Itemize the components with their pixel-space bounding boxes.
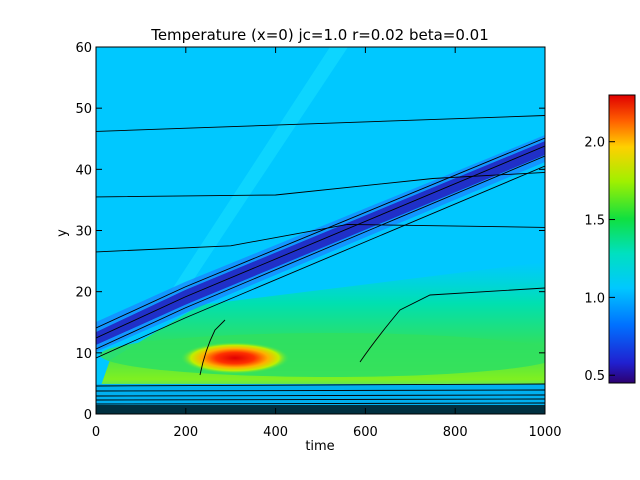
x-axis-label: time xyxy=(305,439,334,454)
colorbar-ticks: 0.5 1.0 1.5 2.0 xyxy=(584,136,615,384)
chart-title: Temperature (x=0) jc=1.0 r=0.02 beta=0.0… xyxy=(150,26,489,44)
x-tick-label: 1000 xyxy=(528,425,561,440)
y-tick-label: 60 xyxy=(75,41,92,56)
contour-line-1 xyxy=(96,171,545,198)
hot-spot xyxy=(180,342,290,374)
colorbar-tick-label: 2.0 xyxy=(584,136,605,151)
x-axis: 0 200 400 600 800 1000 xyxy=(92,47,562,440)
y-axis: 0 10 20 30 40 50 60 xyxy=(75,41,545,423)
y-tick-label: 40 xyxy=(75,163,92,178)
colorbar-tick-label: 0.5 xyxy=(584,369,605,384)
x-tick-label: 800 xyxy=(443,425,468,440)
contour-lines xyxy=(96,115,545,253)
y-tick-label: 30 xyxy=(75,225,92,240)
x-tick-label: 400 xyxy=(263,425,288,440)
cold-front-edge-lower xyxy=(96,155,545,352)
contour-line-2 xyxy=(96,223,545,253)
colorbar: 0.5 1.0 1.5 2.0 xyxy=(584,94,636,384)
y-tick-label: 20 xyxy=(75,286,92,301)
front-contours xyxy=(96,137,545,405)
colorbar-gradient xyxy=(608,94,636,384)
plot-area xyxy=(96,47,545,414)
warm-core xyxy=(100,333,545,377)
x-tick-label: 600 xyxy=(353,425,378,440)
x-tick-label: 0 xyxy=(92,425,100,440)
x-tick-label: 200 xyxy=(173,425,198,440)
y-tick-label: 0 xyxy=(84,408,92,423)
contour-line-0 xyxy=(96,115,545,132)
colorbar-tick-label: 1.0 xyxy=(584,291,605,306)
cold-front-band xyxy=(96,141,545,345)
y-tick-label: 50 xyxy=(75,102,92,117)
light-streak xyxy=(165,47,348,300)
colorbar-tick-label: 1.5 xyxy=(584,214,605,229)
y-axis-label: y xyxy=(55,229,70,237)
bottom-dark xyxy=(96,405,545,414)
y-tick-label: 10 xyxy=(75,347,92,362)
